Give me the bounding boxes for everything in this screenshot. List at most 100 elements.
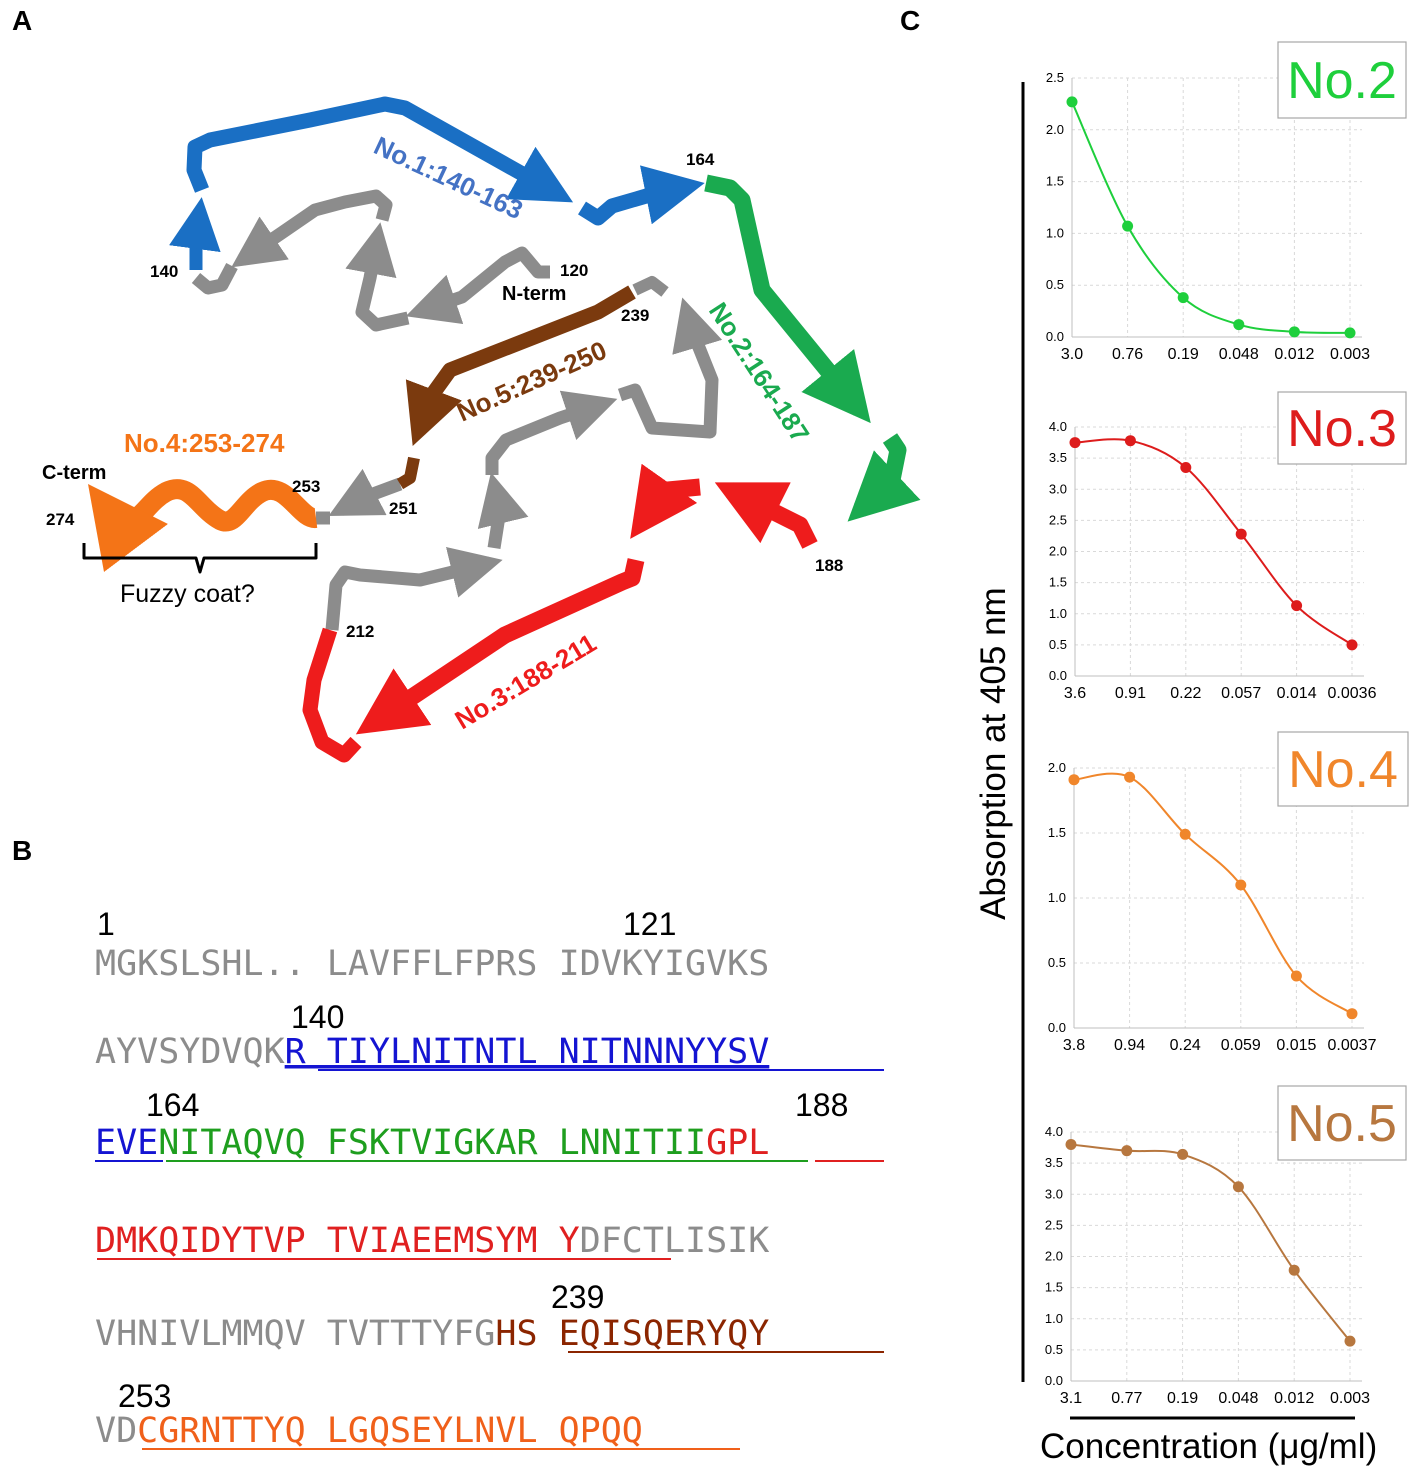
y-tick-label: 2.0 bbox=[1045, 1249, 1063, 1264]
y-tick-label: 1.0 bbox=[1046, 225, 1064, 240]
y-tick-label: 0.5 bbox=[1048, 955, 1066, 970]
strand-no2 bbox=[704, 174, 871, 424]
data-point bbox=[1180, 461, 1192, 473]
segment-label-no2: No.2:164-187 bbox=[703, 297, 816, 448]
data-point bbox=[1177, 292, 1189, 304]
y-tick-label: 3.0 bbox=[1049, 481, 1067, 496]
seq-number-253: 253 bbox=[118, 1378, 171, 1414]
y-tick-label: 1.5 bbox=[1048, 825, 1066, 840]
seq-run: DFCTLISIK bbox=[580, 1221, 770, 1261]
chart-title-box bbox=[1277, 1085, 1407, 1161]
y-tick-label: 1.5 bbox=[1045, 1280, 1063, 1295]
seq-number-140: 140 bbox=[291, 999, 344, 1035]
x-tick-label: 3.8 bbox=[1063, 1037, 1085, 1054]
x-tick-label: 0.003 bbox=[1330, 346, 1370, 363]
x-tick-label: 0.19 bbox=[1167, 1390, 1198, 1407]
elisa-charts: 0.00.51.01.52.02.53.0 0.76 0.19 0.048 0.012 0… bbox=[1045, 41, 1409, 1407]
x-tick-label: 3.0 bbox=[1061, 346, 1083, 363]
y-tick-label: 3.5 bbox=[1045, 1155, 1063, 1170]
strand-no1-tail bbox=[578, 165, 705, 226]
y-tick-label: 0.5 bbox=[1046, 277, 1064, 292]
seq-run: VD bbox=[95, 1411, 137, 1451]
segment-label-no1: No.1:140-163 bbox=[369, 130, 527, 225]
sequence-line-4: DMKQIDYTVP TVIAEEMSYM YDFCTLISIK bbox=[95, 1221, 769, 1261]
chart-2: 0.0 0.5 1.0 1.5 2.0 2.5 3.0 3.5 4.0 3.6 0.91 0.22 0.… bbox=[1049, 391, 1407, 702]
seq-run: IDVKYIGVKS bbox=[538, 944, 770, 984]
residue-239: 239 bbox=[621, 306, 649, 325]
residue-140: 140 bbox=[150, 262, 178, 281]
strand-gray-e bbox=[485, 390, 618, 475]
sequence-line-5: VHNIVLMMQV TVTTTYFGHS EQISQERYQY bbox=[95, 1314, 769, 1354]
seq-run: NITAQVQ FSKTVIGKAR LNNITII bbox=[158, 1123, 706, 1163]
data-point bbox=[1177, 1148, 1189, 1160]
data-point bbox=[1290, 970, 1302, 982]
x-tick-label: 0.77 bbox=[1111, 1390, 1142, 1407]
chart-title: No.4 bbox=[1288, 741, 1398, 799]
data-point bbox=[1122, 220, 1134, 232]
x-tick-label: 0.94 bbox=[1114, 1037, 1145, 1054]
x-axis-label: Concentration (μg/ml) bbox=[1040, 1427, 1377, 1466]
chart-4: 0.0 0.5 1.0 1.5 2.0 2.5 3.0 3.5 4.0 3.1 0.77 0.19 0.… bbox=[1045, 1085, 1407, 1407]
seq-number-188: 188 bbox=[795, 1087, 848, 1123]
seq-run: AYVSYDVQK bbox=[95, 1032, 285, 1072]
x-tick-label: 0.015 bbox=[1276, 1037, 1316, 1054]
x-tick-label: 0.012 bbox=[1274, 1390, 1314, 1407]
chart-title-box bbox=[1277, 731, 1409, 807]
seq-number-239: 239 bbox=[551, 1279, 604, 1315]
y-tick-label: 3.0 bbox=[1045, 1186, 1063, 1201]
data-point bbox=[1344, 327, 1356, 339]
y-tick-label: 2.5 bbox=[1046, 70, 1064, 85]
chart-title: No.2 bbox=[1287, 52, 1397, 110]
strand-gray-nterm bbox=[405, 246, 550, 325]
x-tick-label: 0.76 bbox=[1112, 346, 1143, 363]
segment-label-no3: No.3:188-211 bbox=[450, 628, 602, 736]
data-point bbox=[1346, 1008, 1358, 1020]
y-tick-label: 0.0 bbox=[1046, 329, 1064, 344]
data-point bbox=[1288, 1264, 1300, 1276]
chart-title: No.5 bbox=[1287, 1095, 1397, 1153]
seq-run: EVE bbox=[95, 1123, 158, 1163]
strand-no3-a bbox=[714, 482, 818, 549]
x-tick-label: 0.19 bbox=[1168, 346, 1199, 363]
y-tick-label: 0.0 bbox=[1045, 1373, 1063, 1388]
loop-gray-239 bbox=[632, 276, 669, 297]
series-line bbox=[1071, 101, 1351, 334]
y-tick-label: 3.5 bbox=[1049, 450, 1067, 465]
y-tick-label: 0.5 bbox=[1049, 637, 1067, 652]
strand-no3-b bbox=[630, 463, 701, 539]
x-tick-label: 0.22 bbox=[1170, 685, 1201, 702]
strand-gray-251 bbox=[328, 468, 403, 516]
data-point bbox=[1346, 639, 1358, 651]
data-point bbox=[1235, 879, 1247, 891]
seq-run: LAVFFLFPRS bbox=[306, 944, 538, 984]
sequence-panel: 1 121 140 164 188 239 253 MGKSLSHL.. LAV… bbox=[95, 906, 884, 1451]
sequence-line-2: AYVSYDVQKR TIYLNITNTL NITNNNYYSV bbox=[95, 1032, 769, 1072]
residue-253: 253 bbox=[292, 477, 320, 496]
strand-gray-212 bbox=[325, 546, 503, 631]
fuzzy-coat-label: Fuzzy coat? bbox=[120, 580, 255, 608]
residue-251: 251 bbox=[389, 499, 417, 518]
x-tick-label: 0.059 bbox=[1221, 1037, 1261, 1054]
sequence-line-3: EVENITAQVQ FSKTVIGKAR LNNITIIGPL bbox=[95, 1123, 769, 1163]
chart-1: 0.0 0.5 1.0 1.5 2.0 2.5 3.0 0.76 0.19 0.048 0.012 0… bbox=[1046, 41, 1407, 363]
strand-no3-d bbox=[302, 627, 362, 763]
chart-title-box bbox=[1277, 41, 1407, 119]
residue-274: 274 bbox=[46, 510, 75, 529]
strand-gray-d bbox=[477, 472, 529, 550]
x-tick-label: 0.014 bbox=[1277, 685, 1317, 702]
x-tick-label: 0.24 bbox=[1170, 1037, 1201, 1054]
n-term-label: N-term bbox=[502, 283, 566, 305]
seq-run: HS EQISQERYQY bbox=[495, 1314, 769, 1354]
seq-run: GPL bbox=[706, 1123, 769, 1163]
seq-run: VHNIVLMMQV TVTTTYFG bbox=[95, 1314, 495, 1354]
seq-run: MGKSLSHL.. bbox=[95, 944, 306, 984]
strand-gray-b bbox=[345, 222, 410, 332]
strand-no5-tail bbox=[396, 456, 420, 490]
chart-title: No.3 bbox=[1287, 400, 1397, 458]
data-point bbox=[1235, 528, 1247, 540]
loop-gray-140 bbox=[191, 262, 238, 295]
y-tick-label: 0.0 bbox=[1049, 668, 1067, 683]
residue-188: 188 bbox=[815, 556, 843, 575]
y-tick-label: 2.5 bbox=[1049, 512, 1067, 527]
